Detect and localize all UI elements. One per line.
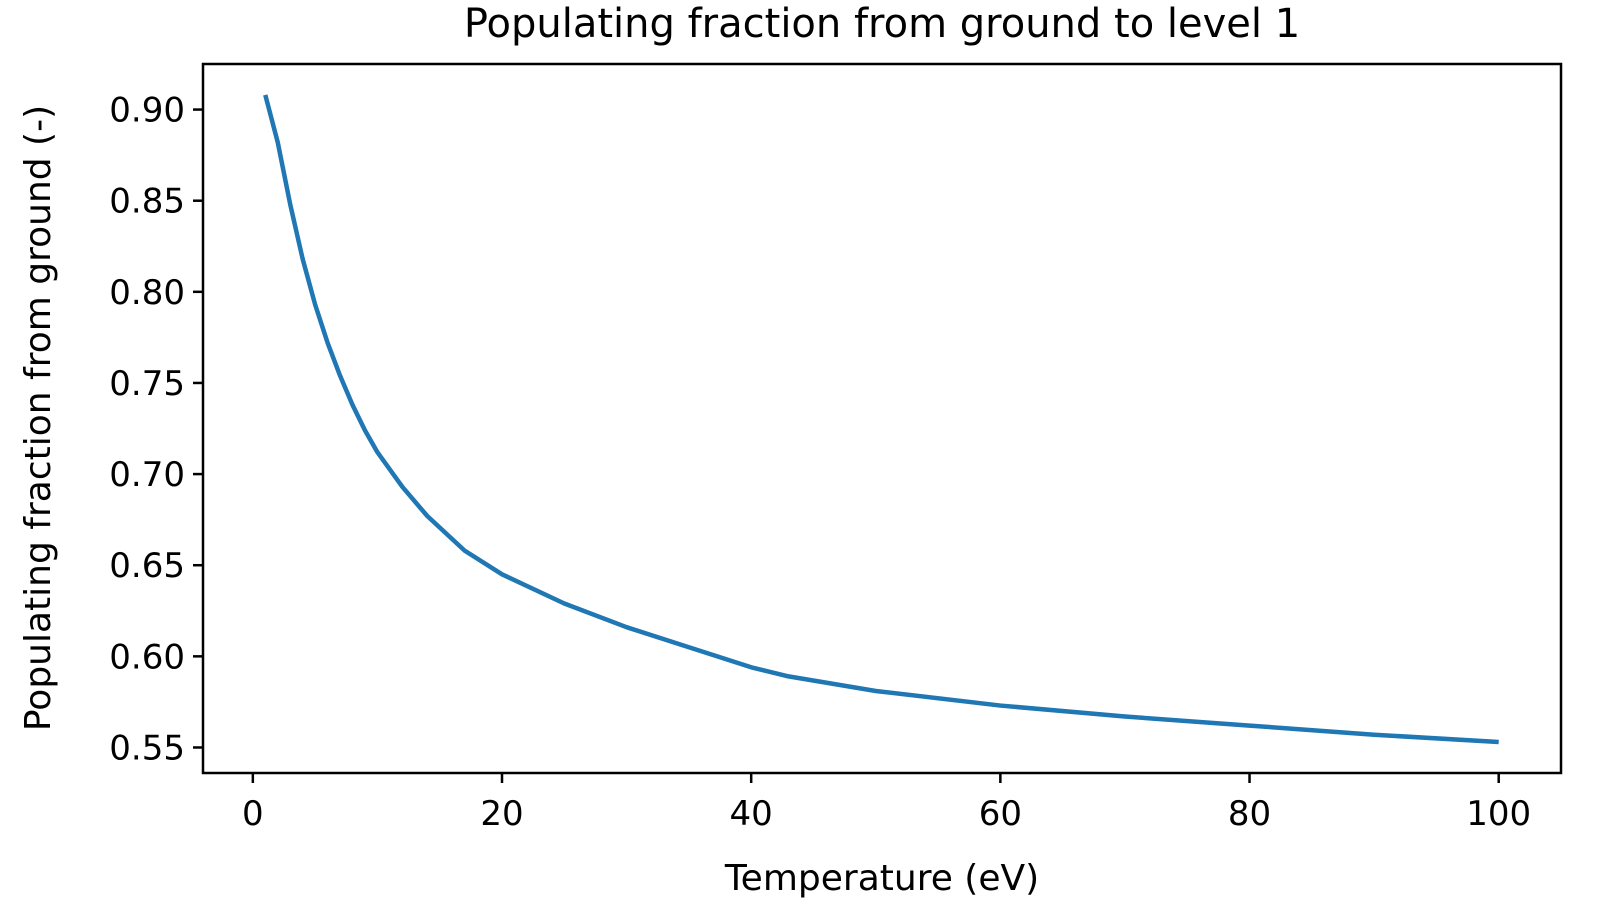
y-axis: 0.55 0.60 0.65 0.70 0.75 0.80 0.85 0.90 (109, 91, 203, 768)
y-tick-label: 0.60 (109, 637, 185, 677)
y-tick-label: 0.80 (109, 273, 185, 313)
y-tick-label: 0.75 (109, 364, 185, 404)
x-axis-label: Temperature (eV) (724, 858, 1039, 899)
x-tick-label: 40 (730, 794, 773, 834)
chart-title: Populating fraction from ground to level… (464, 1, 1300, 47)
y-tick-label: 0.70 (109, 455, 185, 495)
y-tick-label: 0.65 (109, 546, 185, 586)
series-line (263, 94, 1499, 745)
y-tick-label: 0.55 (109, 728, 185, 768)
x-tick-label: 20 (480, 794, 523, 834)
x-tick-label: 80 (1228, 794, 1271, 834)
x-tick-label: 100 (1466, 794, 1531, 834)
x-axis: 0 20 40 60 80 100 (242, 773, 1531, 834)
x-tick-label: 60 (979, 794, 1022, 834)
plot-frame (201, 62, 1563, 775)
y-tick-label: 0.85 (109, 182, 185, 222)
y-tick-label: 0.90 (109, 91, 185, 131)
y-axis-label: Populating fraction from ground (-) (18, 105, 59, 731)
x-tick-label: 0 (242, 794, 264, 834)
